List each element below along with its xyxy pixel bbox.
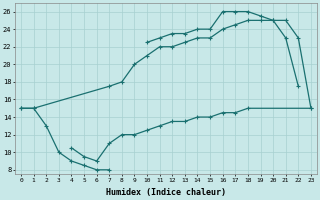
- X-axis label: Humidex (Indice chaleur): Humidex (Indice chaleur): [106, 188, 226, 197]
